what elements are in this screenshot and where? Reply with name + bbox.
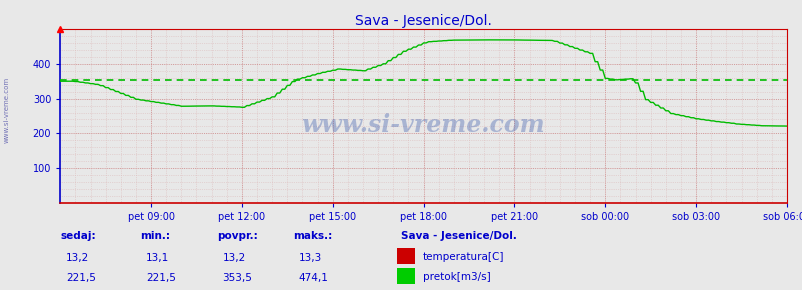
Text: Sava - Jesenice/Dol.: Sava - Jesenice/Dol. bbox=[401, 231, 516, 241]
Text: 474,1: 474,1 bbox=[298, 273, 328, 283]
Text: povpr.:: povpr.: bbox=[217, 231, 257, 241]
Text: 221,5: 221,5 bbox=[66, 273, 95, 283]
Text: min.:: min.: bbox=[140, 231, 170, 241]
Text: 13,1: 13,1 bbox=[146, 253, 169, 263]
Text: 221,5: 221,5 bbox=[146, 273, 176, 283]
Text: 13,2: 13,2 bbox=[222, 253, 245, 263]
Text: sedaj:: sedaj: bbox=[60, 231, 95, 241]
Text: maks.:: maks.: bbox=[293, 231, 332, 241]
Text: 13,2: 13,2 bbox=[66, 253, 89, 263]
Text: 353,5: 353,5 bbox=[222, 273, 252, 283]
Title: Sava - Jesenice/Dol.: Sava - Jesenice/Dol. bbox=[354, 14, 492, 28]
Text: www.si-vreme.com: www.si-vreme.com bbox=[302, 113, 545, 137]
Text: pretok[m3/s]: pretok[m3/s] bbox=[423, 272, 490, 282]
Text: temperatura[C]: temperatura[C] bbox=[423, 252, 504, 262]
Text: www.si-vreme.com: www.si-vreme.com bbox=[3, 77, 9, 143]
Text: 13,3: 13,3 bbox=[298, 253, 322, 263]
